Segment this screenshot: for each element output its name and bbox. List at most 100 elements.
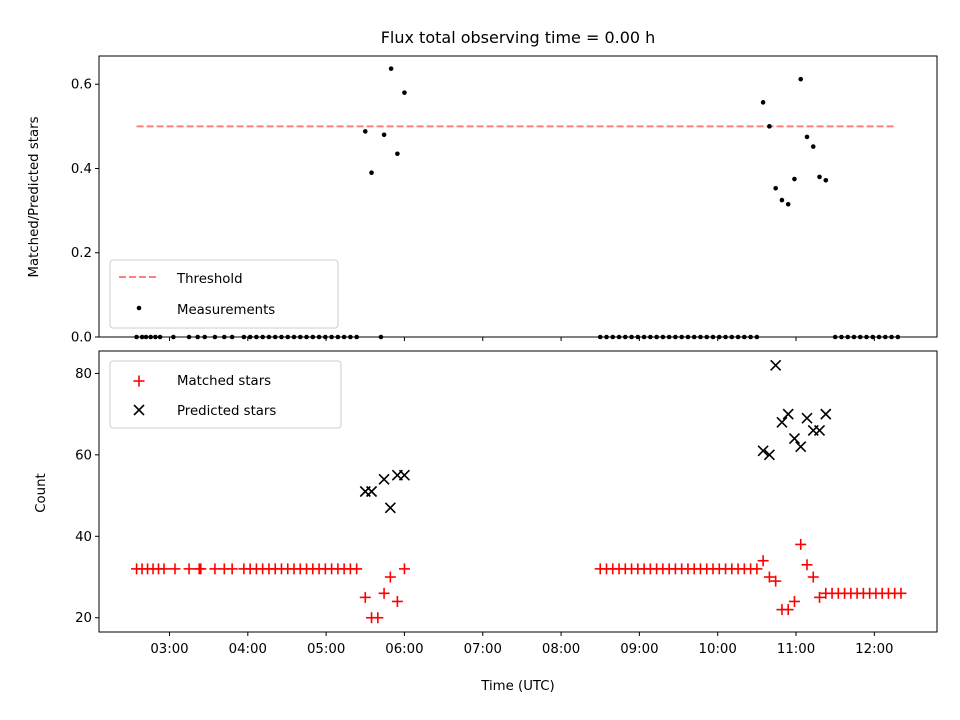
predicted-star-point [378,473,390,485]
predicted-star-point [801,412,813,424]
measurement-point [685,334,691,340]
measurement-point [710,334,716,340]
measurement-point [851,334,857,340]
measurement-point [323,334,328,340]
bottom-ytick-label: 60 [75,448,92,463]
bottom-plot-area [131,359,907,624]
legend-measurements-label: Measurements [177,303,275,318]
measurement-point [666,334,672,340]
top-ytick-label: 0.6 [71,78,92,93]
measurement-point [354,334,359,340]
bottom-legend-box [109,360,342,429]
bottom-xtick-label: 10:00 [699,642,737,657]
predicted-star-point [384,502,396,514]
measurement-point [810,144,816,149]
predicted-star-point [813,424,826,436]
top-legend-box [109,259,339,329]
measurement-point [362,129,368,134]
chart-title: Flux total observing time = 0.00 h [381,28,656,47]
predicted-star-point [398,469,411,481]
measurement-point [148,334,153,340]
measurement-point [760,100,766,105]
measurement-point [616,334,622,340]
bottom-xtick-label: 09:00 [620,642,658,657]
measurement-point [153,334,158,340]
matched-star-point [372,612,384,624]
measurement-point [134,334,139,340]
bottom-xtick-label: 07:00 [464,642,502,657]
top-axes-frame [98,55,938,338]
measurement-point [222,334,227,340]
measurement-point [254,334,259,340]
measurement-point [316,334,322,340]
legend-measurements-swatch [136,305,142,311]
measurement-point [186,334,192,340]
bottom-ytick-label: 40 [75,530,92,545]
top-ytick-label: 0.2 [71,246,92,261]
top-y-axis-label: Matched/Predicted stars [27,116,42,277]
top-ytick-label: 0.4 [71,162,92,177]
measurement-point [202,334,208,340]
measurement-point [889,334,894,340]
matched-star-point [814,591,826,603]
matched-star-point [770,575,782,587]
matched-star-point [801,559,813,571]
matched-star-point [757,555,769,567]
measurement-point [335,334,341,340]
bottom-x-ticks: 03:00 04:00 05:00 06:00 07:00 08:00 09:00 10:00… [150,632,894,657]
legend-predicted-label: Predicted stars [177,404,276,419]
measurement-point [279,334,284,340]
predicted-star-point [820,408,832,420]
measurement-point [604,334,609,340]
measurement-point [641,334,647,340]
matched-star-point [782,604,794,616]
matched-star-point [807,571,819,583]
measurement-point [723,334,728,340]
measurement-point [304,334,309,340]
bottom-legend: Matched stars Predicted stars [109,360,342,429]
measurement-point [785,201,791,207]
measurement-point [229,334,235,340]
bottom-xtick-label: 03:00 [150,642,188,657]
measurement-point [817,174,822,180]
measurement-point [285,334,291,340]
matched-star-point [895,587,907,599]
top-subplot: Matched/Predicted stars 0.0 0.2 0.4 0.6 Thr… [27,55,938,346]
top-y-ticks: 0.0 0.2 0.4 0.6 [71,78,99,346]
measurement-point [704,334,710,340]
measurement-point [212,334,218,340]
matched-star-point [795,538,807,550]
measurement-point [629,334,634,340]
measurement-point [870,334,876,340]
measurement-point [660,334,666,340]
measurement-point [773,185,778,191]
measurement-point [857,334,863,340]
matched-star-point [359,591,371,603]
matched-star-point [195,563,207,575]
measurement-point [388,66,394,71]
measurement-point [742,334,747,340]
matched-star-point [384,571,396,583]
measurement-point [402,90,407,95]
bottom-xtick-label: 08:00 [542,642,580,657]
bottom-y-axis-label: Count [34,473,49,513]
bottom-xtick-label: 04:00 [229,642,267,657]
measurement-point [241,334,247,340]
bottom-subplot: Count Time (UTC) 20 40 60 80 03:00 04:00 05:0… [34,350,938,694]
bottom-y-ticks: 20 40 60 80 [75,367,99,626]
measurement-point [654,334,659,340]
matched-star-point [209,563,221,575]
x-axis-label: Time (UTC) [480,679,555,694]
measurement-point [876,334,882,340]
measurement-point [729,334,735,340]
predicted-star-point [757,445,769,457]
top-plot-area [134,66,901,340]
matched-star-point [763,571,775,583]
measurement-point [610,334,616,340]
measurement-point [779,197,785,203]
measurement-point [272,334,278,340]
measurement-point [348,334,353,340]
predicted-star-point [776,416,788,428]
